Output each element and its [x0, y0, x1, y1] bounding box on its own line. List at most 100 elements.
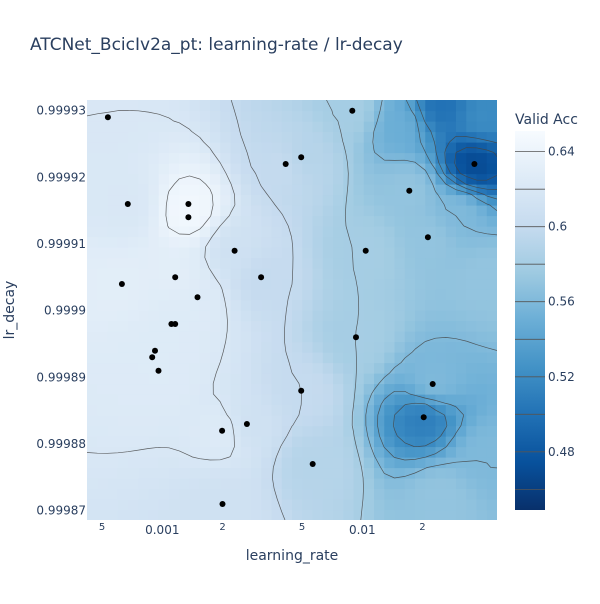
trial-point [309, 461, 316, 467]
heatmap-cell [486, 509, 497, 520]
heatmap-cell [179, 173, 191, 185]
heatmap-cell [302, 121, 314, 133]
heatmap-cell [425, 383, 437, 395]
heatmap-cell [117, 320, 129, 332]
heatmap-cell [343, 415, 355, 427]
heatmap-cell [302, 509, 314, 520]
heatmap-cell [158, 310, 170, 322]
heatmap-cell [230, 236, 242, 248]
heatmap-cell [476, 226, 488, 238]
heatmap-cell [107, 278, 119, 290]
heatmap-cell [343, 257, 355, 269]
heatmap-cell [230, 163, 242, 175]
heatmap-cell [415, 278, 426, 290]
heatmap-cell [374, 352, 385, 364]
heatmap-cell [199, 383, 211, 395]
heatmap-cell [261, 310, 273, 322]
heatmap-cell [404, 299, 416, 311]
heatmap-cell [486, 467, 497, 479]
heatmap-cell [179, 226, 191, 238]
heatmap-cell [199, 278, 211, 290]
heatmap-cell [404, 194, 416, 206]
heatmap-cell [210, 310, 221, 322]
heatmap-cell [404, 163, 416, 175]
heatmap-cell [384, 352, 396, 364]
heatmap-cell [261, 121, 273, 133]
heatmap-cell [189, 163, 201, 175]
heatmap-cell [189, 236, 201, 248]
heatmap-cell [271, 226, 283, 238]
heatmap-cell [240, 194, 252, 206]
heatmap-cell [415, 331, 426, 343]
heatmap-cell [333, 436, 344, 448]
heatmap-cell [435, 457, 447, 469]
heatmap-cell [107, 467, 119, 479]
heatmap-cell [251, 394, 262, 406]
heatmap-cell [107, 142, 119, 154]
heatmap-cell [271, 394, 283, 406]
heatmap-cell [353, 184, 365, 196]
heatmap-cell [363, 247, 375, 259]
heatmap-cell [353, 100, 365, 112]
heatmap-cell [333, 278, 344, 290]
heatmap-cell [230, 320, 242, 332]
heatmap-cell [251, 194, 262, 206]
heatmap-cell [107, 215, 119, 227]
heatmap-cell [445, 289, 457, 301]
trial-point [406, 187, 413, 194]
heatmap-cell [210, 278, 221, 290]
heatmap-cell [107, 499, 119, 511]
heatmap-cell [394, 278, 406, 290]
heatmap-cell [210, 152, 221, 164]
heatmap-cell [261, 467, 273, 479]
heatmap-cell [456, 194, 467, 206]
heatmap-cell [476, 373, 488, 385]
heatmap-cell [435, 100, 447, 112]
heatmap-cell [476, 194, 488, 206]
heatmap-cell [486, 163, 497, 175]
heatmap-cell [148, 289, 160, 301]
heatmap-cell [486, 415, 497, 427]
heatmap-cell [251, 320, 262, 332]
heatmap-cell [415, 310, 426, 322]
y-tick-label: 0.9999 [44, 304, 86, 318]
heatmap-cell [333, 131, 344, 143]
heatmap-cell [394, 184, 406, 196]
heatmap-cell [476, 320, 488, 332]
heatmap-cell [210, 362, 221, 374]
heatmap-cell [415, 467, 426, 479]
heatmap-cell [199, 499, 211, 511]
heatmap-cell [435, 373, 447, 385]
heatmap-cell [220, 499, 232, 511]
heatmap-cell [220, 226, 232, 238]
heatmap-cell [312, 194, 324, 206]
heatmap-cell [466, 373, 478, 385]
heatmap-cell [199, 110, 211, 122]
heatmap-cell [107, 320, 119, 332]
heatmap-cell [271, 436, 283, 448]
heatmap-cell [476, 236, 488, 248]
heatmap-cell [251, 467, 262, 479]
heatmap-cell [117, 394, 129, 406]
heatmap-cell [384, 299, 396, 311]
heatmap-cell [87, 299, 98, 311]
heatmap-cell [179, 467, 191, 479]
heatmap-cell [271, 131, 283, 143]
heatmap-cell [435, 226, 447, 238]
heatmap-cell [384, 184, 396, 196]
heatmap-cell [199, 131, 211, 143]
heatmap-cell [435, 215, 447, 227]
heatmap-cell [374, 184, 385, 196]
heatmap-cell [456, 152, 467, 164]
heatmap-cell [363, 404, 375, 416]
heatmap-cell [292, 509, 303, 520]
heatmap-cell [394, 331, 406, 343]
heatmap-cell [415, 341, 426, 353]
heatmap-cell [384, 425, 396, 437]
heatmap-cell [353, 352, 365, 364]
heatmap-cell [374, 100, 385, 112]
heatmap-cell [384, 100, 396, 112]
heatmap-cell [97, 320, 109, 332]
heatmap-cell [220, 457, 232, 469]
heatmap-cell [312, 383, 324, 395]
